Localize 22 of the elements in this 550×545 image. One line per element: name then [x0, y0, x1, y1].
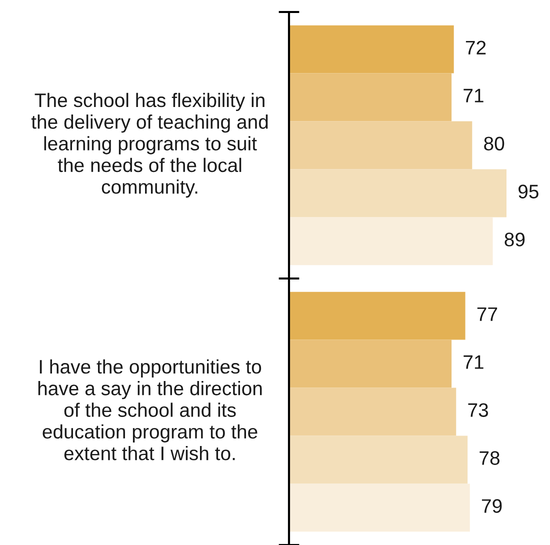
bar — [289, 73, 452, 122]
data-label: 71 — [464, 88, 484, 102]
data-label: 77 — [477, 307, 498, 321]
data-label: 89 — [504, 232, 525, 246]
y-tick-label: I have the opportunities to have a say in the direction of the school and its education program to the extent that I wish to. — [38, 359, 262, 460]
bar — [289, 121, 472, 170]
data-label: 80 — [484, 136, 504, 150]
bar — [289, 388, 456, 436]
data-label: 72 — [466, 40, 486, 54]
y-tick-label: The school has flexibility in the delivery of teaching and learning programs to suit the needs of the local community. — [31, 92, 268, 198]
bar — [289, 169, 506, 218]
bar — [289, 292, 466, 340]
bar — [289, 217, 493, 266]
bar — [289, 484, 470, 532]
bar — [289, 340, 452, 388]
bar — [289, 25, 454, 74]
data-label: 71 — [464, 355, 484, 369]
data-label: 79 — [482, 499, 502, 513]
data-label: 78 — [480, 451, 500, 465]
data-label: 73 — [468, 403, 488, 417]
data-label: 95 — [518, 184, 538, 198]
bar — [289, 436, 468, 484]
